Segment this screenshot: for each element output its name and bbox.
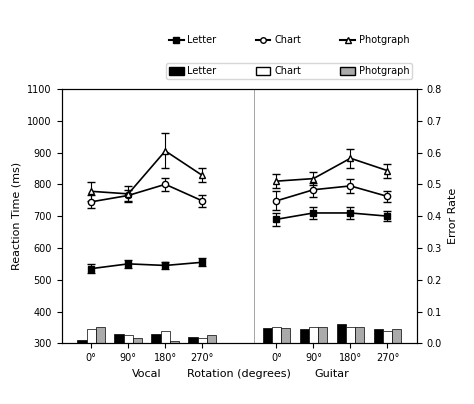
Bar	[300, 329, 309, 343]
Y-axis label: Error Rate: Error Rate	[448, 188, 458, 244]
Bar	[198, 338, 207, 343]
Bar	[96, 328, 105, 343]
Bar	[124, 335, 133, 343]
Bar	[114, 335, 124, 343]
Text: Guitar: Guitar	[315, 369, 349, 379]
Bar	[355, 327, 365, 343]
Bar	[263, 328, 272, 343]
Bar	[207, 335, 216, 343]
Bar	[272, 327, 281, 343]
Bar	[346, 328, 355, 343]
Bar	[170, 341, 179, 343]
Bar	[77, 340, 87, 343]
Bar	[189, 337, 198, 343]
X-axis label: Rotation (degrees): Rotation (degrees)	[187, 369, 292, 379]
Bar	[337, 324, 346, 343]
Y-axis label: Reaction Time (ms): Reaction Time (ms)	[12, 162, 22, 270]
Text: Vocal: Vocal	[132, 369, 162, 379]
Bar	[151, 334, 161, 343]
Legend: Letter, Chart, Photgraph: Letter, Chart, Photgraph	[166, 33, 412, 48]
Bar	[133, 338, 142, 343]
Bar	[161, 330, 170, 343]
Bar	[392, 329, 401, 343]
Bar	[318, 328, 328, 343]
Bar	[374, 329, 383, 343]
Bar	[383, 331, 392, 343]
Bar	[87, 329, 96, 343]
Bar	[309, 328, 318, 343]
Bar	[281, 328, 290, 343]
